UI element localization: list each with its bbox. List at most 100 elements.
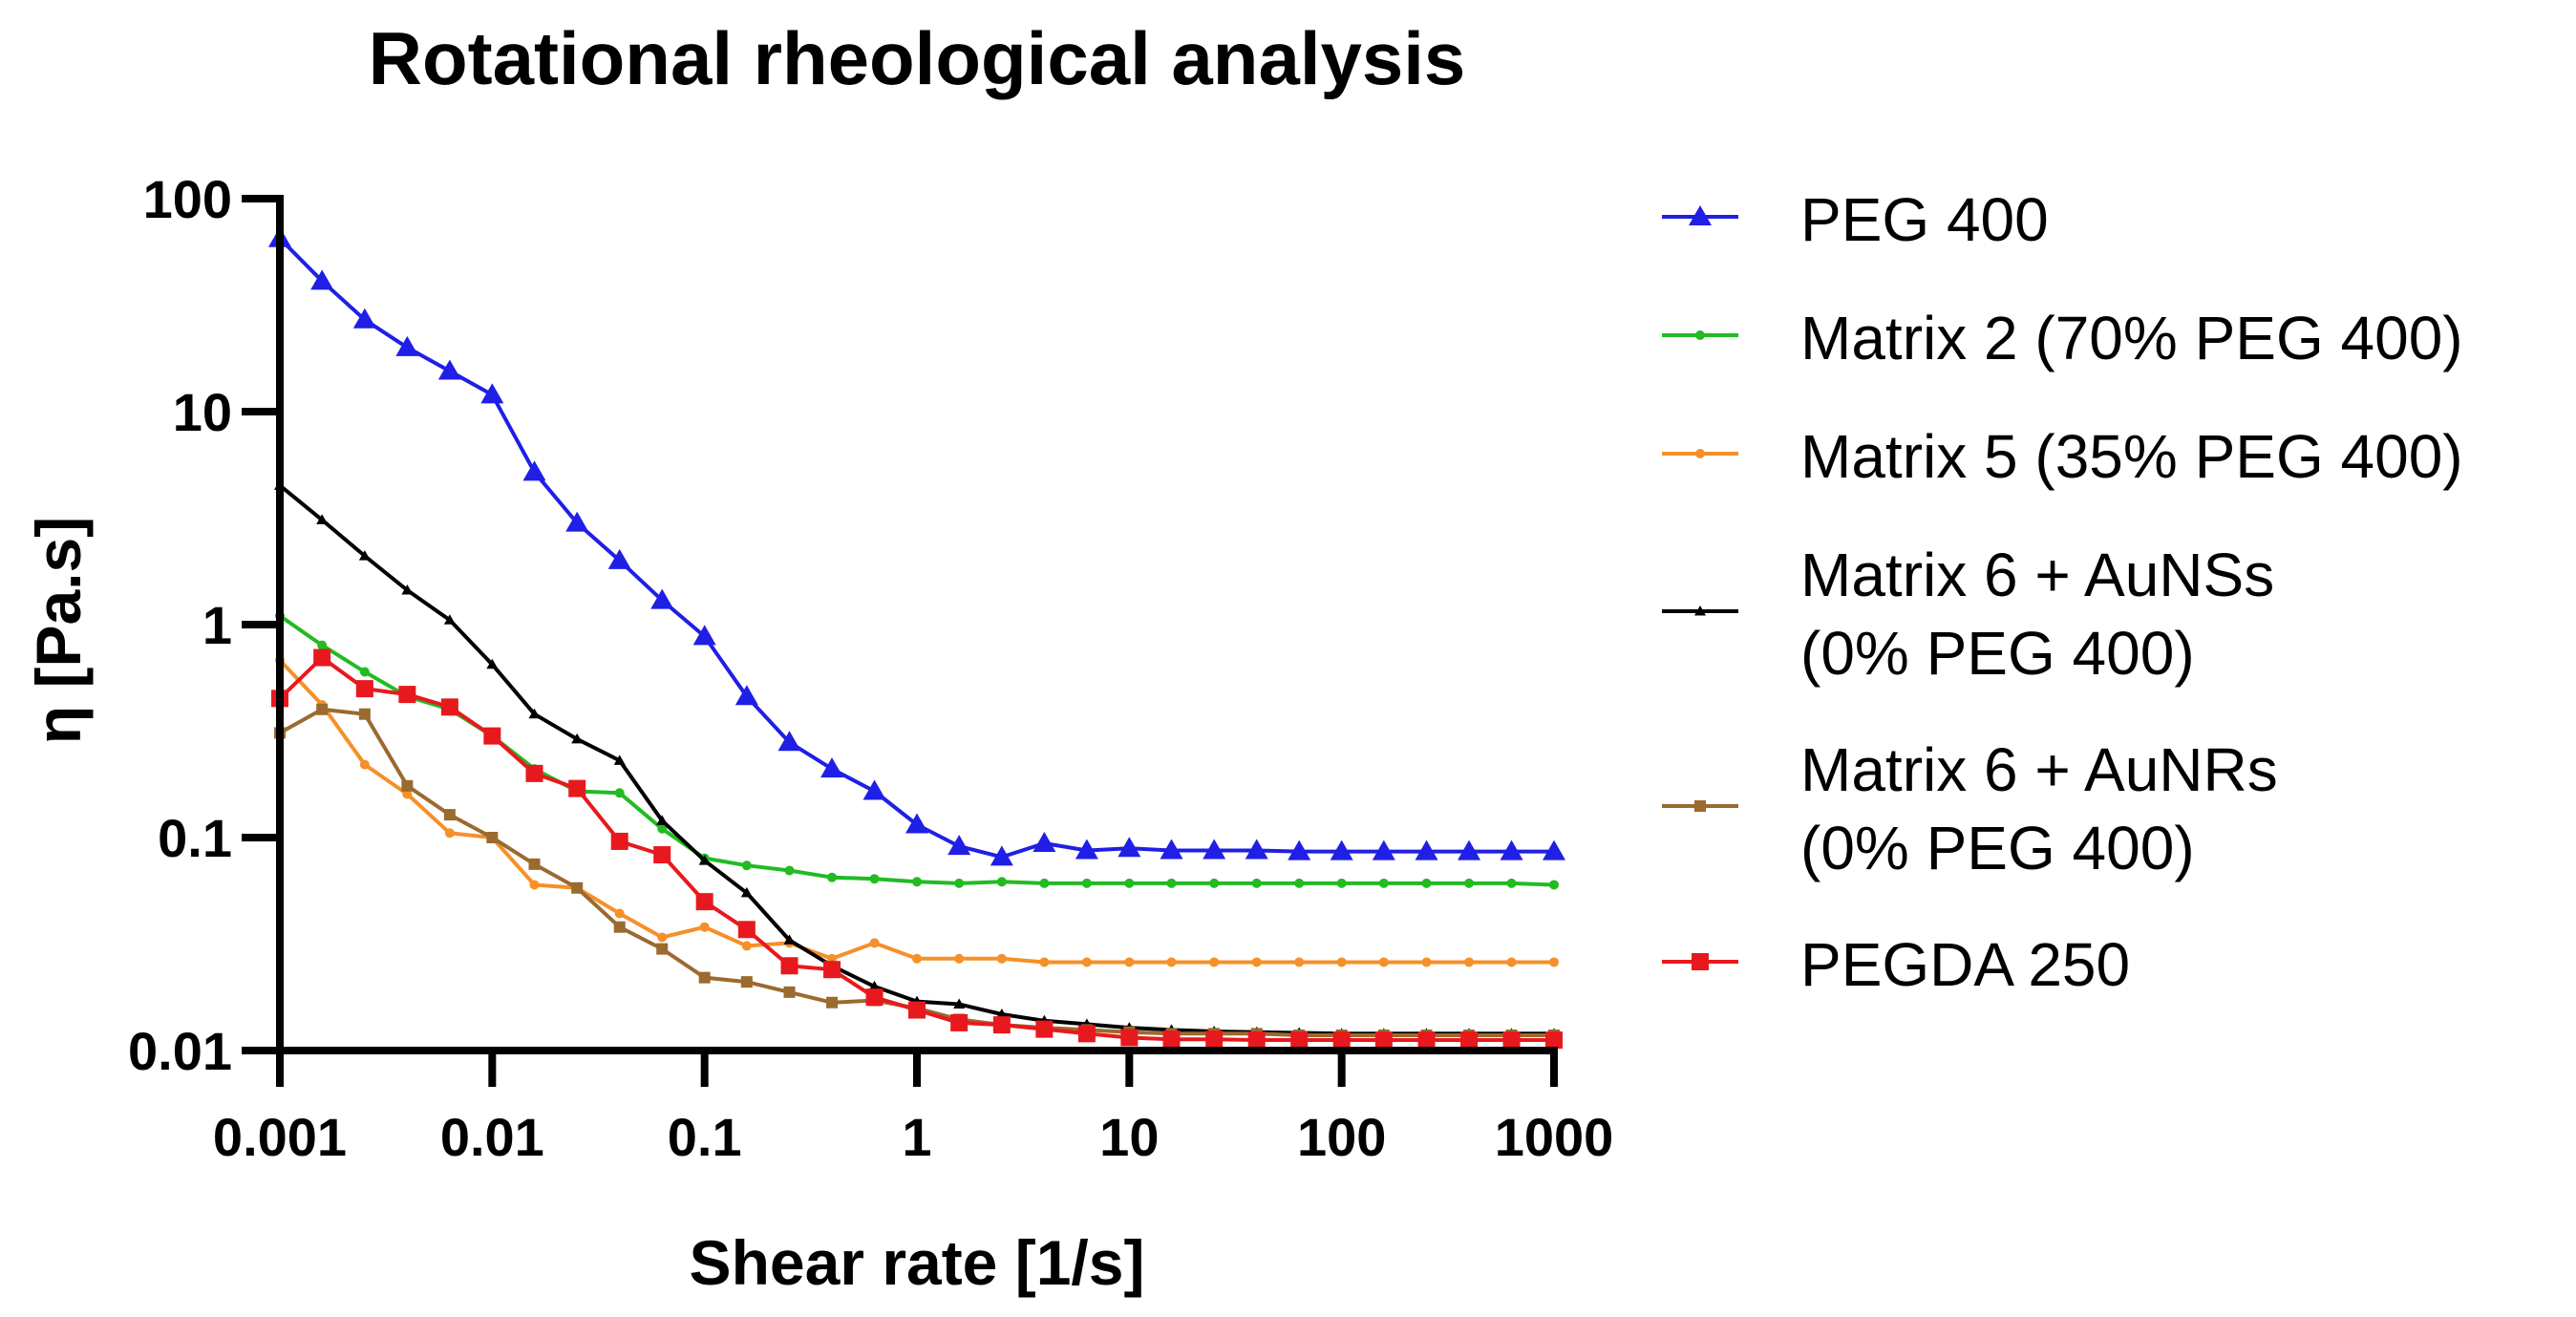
series-1-point (692, 625, 716, 646)
series-4-point (740, 886, 753, 898)
series-1-line (278, 237, 1554, 860)
series-4-point (401, 584, 414, 595)
series-3-point (1506, 957, 1517, 967)
series-1-point (1500, 839, 1523, 860)
legend-label: Matrix 6 + AuNSs (1800, 541, 2274, 609)
series-2-point (317, 640, 328, 650)
series-6-point (1120, 1029, 1139, 1047)
series-6-point (865, 988, 884, 1007)
legend-label: PEG 400 (1800, 185, 2049, 254)
series-3-point (1421, 957, 1432, 967)
series-3-point (954, 953, 965, 964)
series-1-point (1543, 839, 1565, 860)
series-6-point (1247, 1031, 1266, 1050)
x-tick-label: 0.001 (213, 1107, 347, 1167)
series-1-point (1075, 839, 1098, 860)
series-4-point (571, 733, 584, 744)
series-1-point (1288, 839, 1311, 860)
series-3-point (996, 953, 1007, 964)
series-3-point (699, 922, 710, 932)
x-axis-label: Shear rate [1/s] (690, 1227, 1145, 1298)
series-4-line (278, 483, 1554, 1036)
x-tick-label: 10 (1099, 1107, 1159, 1167)
series-5-point (740, 976, 753, 988)
series-6-point (1162, 1030, 1181, 1049)
series-1-point (862, 779, 886, 800)
series-1-point (565, 511, 589, 532)
legend-swatch-marker (1694, 605, 1706, 616)
y-tick-label: 1 (202, 595, 232, 655)
series-2-point (1506, 878, 1517, 888)
series-2-point (657, 823, 668, 834)
legend-entry-4: Matrix 6 + AuNSs (0% PEG 400) (1662, 541, 2274, 688)
series-3-point (741, 941, 752, 951)
series-1-point (990, 845, 1013, 866)
series-6-point (568, 779, 586, 797)
legend-swatch-marker (1689, 205, 1712, 225)
series-3-point (444, 828, 455, 839)
series-1-point (777, 731, 801, 752)
legend: PEG 400 Matrix 2 (70% PEG 400) Matrix 5 (3… (1662, 185, 2463, 999)
series-4-point (656, 815, 669, 825)
series-3 (275, 655, 1559, 967)
series-3-point (1039, 957, 1050, 967)
series-5-point (613, 921, 626, 933)
series-2-point (1251, 878, 1262, 888)
legend-label: Matrix 5 (35% PEG 400) (1800, 422, 2463, 491)
series-5-point (316, 703, 329, 715)
series-2-point (827, 872, 838, 882)
series-3-point (869, 938, 880, 948)
series-6-point (1290, 1031, 1309, 1050)
series-6-point (1374, 1031, 1393, 1050)
series-6-point (780, 957, 798, 975)
legend-label: Matrix 2 (70% PEG 400) (1800, 304, 2463, 372)
series-1-point (437, 359, 461, 380)
series-2-point (784, 865, 795, 876)
series-5-point (443, 809, 456, 821)
series-6-point (1077, 1025, 1096, 1043)
series-6-point (525, 764, 543, 782)
series-2-point (912, 877, 922, 887)
series-1-point (395, 335, 419, 356)
x-tick-label: 100 (1297, 1107, 1386, 1167)
series-2-point (741, 860, 752, 871)
series-2-point (869, 874, 880, 884)
series-2-line (278, 614, 1555, 887)
series-5-line (279, 707, 1554, 1037)
series-5-point (486, 832, 499, 843)
series-4-point (443, 614, 456, 625)
series-2-point (1039, 878, 1050, 888)
series-5-point (656, 943, 669, 955)
series-3-point (402, 789, 413, 799)
series-1-point (820, 757, 844, 778)
legend-swatch-marker (1695, 449, 1705, 458)
series-5-point (571, 882, 584, 894)
series-2-point (1209, 878, 1220, 888)
y-tick-label: 0.01 (128, 1021, 232, 1081)
series-3-point (1378, 957, 1389, 967)
legend-label: PEGDA 250 (1800, 930, 2130, 999)
series-6-point (1035, 1020, 1054, 1038)
series-4-point (316, 514, 329, 524)
legend-label: (0% PEG 400) (1800, 814, 2195, 882)
series-1-point (480, 383, 504, 404)
series-6-point (695, 893, 713, 911)
series-5-point (826, 996, 839, 1009)
series-2-point (1378, 878, 1389, 888)
series-6-point (737, 921, 756, 939)
series-6-point (440, 698, 458, 716)
series-1-point (352, 308, 376, 329)
series-3-point (1124, 957, 1135, 967)
series-1-point (905, 813, 928, 834)
series-1-point (1330, 839, 1353, 860)
series-4-point (358, 550, 371, 561)
series-1-point (947, 835, 971, 856)
series-5 (274, 703, 1560, 1041)
chart-title: Rotational rheological analysis (369, 16, 1466, 100)
series-6-point (483, 727, 501, 745)
series-6-point (908, 1001, 926, 1019)
series-6-point (1545, 1031, 1563, 1050)
series-3-point (657, 932, 668, 943)
series-2-point (1464, 878, 1475, 888)
series-1-point (1415, 839, 1438, 860)
